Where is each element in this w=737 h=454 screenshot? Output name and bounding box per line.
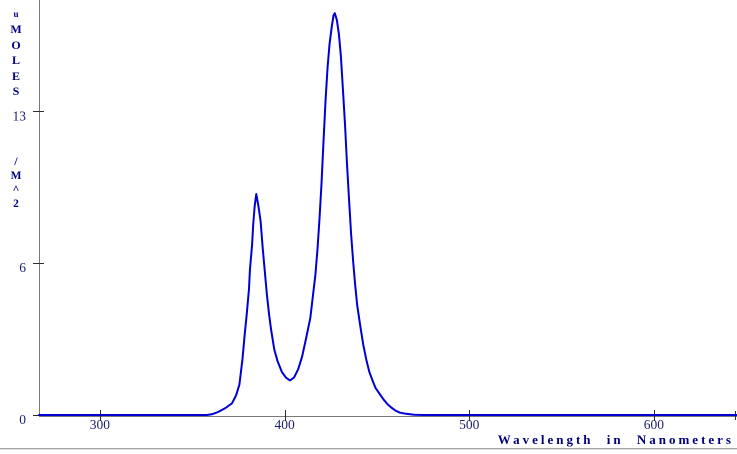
x-tick-label: 600	[644, 417, 665, 432]
y-axis-unit-char: S	[12, 84, 20, 99]
y-axis-unit-char: O	[11, 37, 21, 52]
y-tick-label: 13	[13, 108, 27, 123]
x-axis-title: Wavelength in Nanometers	[497, 432, 734, 447]
y-axis-unit-char: /	[14, 156, 18, 168]
y-axis-unit-char: E	[11, 68, 20, 83]
spectrum-curve	[38, 12, 737, 416]
x-tick-label: 300	[90, 417, 111, 432]
y-axis-unit-char: 2	[13, 198, 19, 210]
y-axis-unit-char: u	[13, 9, 19, 19]
y-axis-unit-char: L	[11, 53, 20, 68]
y-axis-unit-char: M	[10, 170, 22, 182]
y-axis-unit-char: ^	[12, 184, 20, 196]
x-tick-label: 400	[274, 417, 295, 432]
y-axis-unit-char: M	[10, 22, 22, 37]
window-bottom-border	[0, 448, 737, 449]
y-axis-unit-label-lower: / M ^ 2	[7, 155, 25, 211]
y-tick-label: 6	[19, 260, 26, 275]
y-tick-label: 0	[19, 412, 26, 427]
window-bottom-border-highlight	[0, 449, 737, 450]
x-tick-label: 500	[459, 417, 480, 432]
